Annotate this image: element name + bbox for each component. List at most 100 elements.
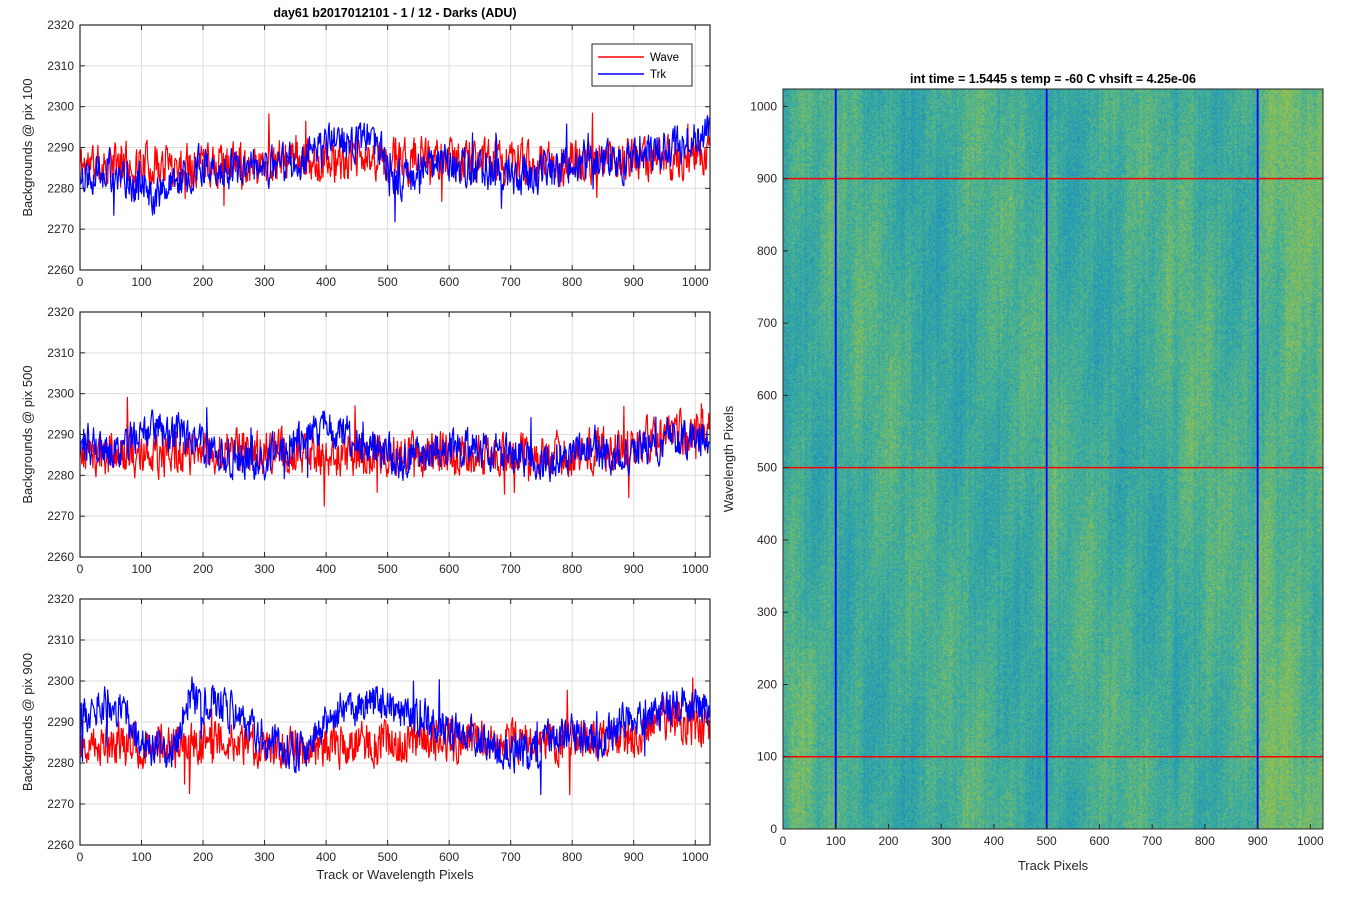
y-axis-label: Backgrounds @ pix 100 — [20, 78, 35, 216]
x-tick-label: 500 — [378, 562, 398, 576]
y-tick-label: 2280 — [47, 468, 74, 482]
x-tick-label: 600 — [439, 562, 459, 576]
y-tick-label: 1000 — [750, 99, 777, 113]
y-tick-label: 2290 — [47, 141, 74, 155]
y-tick-label: 2290 — [47, 715, 74, 729]
x-tick-label: 100 — [132, 562, 152, 576]
x-tick-label: 500 — [378, 275, 398, 289]
x-tick-label: 800 — [562, 850, 582, 864]
x-tick-label: 700 — [501, 850, 521, 864]
x-tick-label: 300 — [255, 275, 275, 289]
x-tick-label: 100 — [132, 850, 152, 864]
x-tick-label: 100 — [826, 834, 846, 848]
x-tick-label: 700 — [501, 275, 521, 289]
y-axis-label: Backgrounds @ pix 500 — [20, 365, 35, 503]
x-tick-label: 800 — [562, 562, 582, 576]
x-tick-label: 0 — [77, 562, 84, 576]
x-tick-label: 700 — [501, 562, 521, 576]
heatmap-canvas — [783, 89, 1323, 829]
y-tick-label: 500 — [757, 461, 777, 475]
x-axis-label: Track Pixels — [1018, 858, 1089, 873]
x-tick-label: 1000 — [682, 562, 709, 576]
y-tick-label: 2300 — [47, 387, 74, 401]
y-tick-label: 2260 — [47, 263, 74, 277]
x-tick-label: 100 — [132, 275, 152, 289]
y-tick-label: 2270 — [47, 222, 74, 236]
x-tick-label: 400 — [316, 850, 336, 864]
y-tick-label: 600 — [757, 388, 777, 402]
y-tick-label: 2320 — [47, 18, 74, 32]
x-tick-label: 500 — [1037, 834, 1057, 848]
subplot-p900: 0 100 200 300 400 500 600 700 800 900 1000 2260 2270… — [20, 592, 711, 882]
axes-box — [782, 88, 1324, 830]
y-tick-label: 2290 — [47, 428, 74, 442]
x-tick-label: 900 — [1248, 834, 1268, 848]
x-tick-label: 1000 — [682, 275, 709, 289]
y-axis-label: Wavelength Pixels — [721, 405, 736, 512]
x-tick-label: 300 — [931, 834, 951, 848]
x-tick-label: 300 — [255, 850, 275, 864]
x-tick-label: 400 — [316, 275, 336, 289]
y-axis-label: Backgrounds @ pix 900 — [20, 653, 35, 791]
y-tick-label: 2260 — [47, 550, 74, 564]
x-tick-label: 400 — [316, 562, 336, 576]
chart-title: int time = 1.5445 s temp = -60 C vhsift … — [910, 72, 1196, 86]
x-tick-label: 600 — [439, 275, 459, 289]
y-tick-label: 2320 — [47, 305, 74, 319]
legend: Wave Trk — [591, 43, 693, 87]
x-tick-label: 600 — [1089, 834, 1109, 848]
subplot-p100: 0 100 200 300 400 500 600 700 800 900 1000 2260 2270… — [20, 6, 711, 289]
y-tick-label: 2300 — [47, 674, 74, 688]
y-tick-label: 0 — [770, 822, 777, 836]
y-tick-label: 700 — [757, 316, 777, 330]
y-tick-label: 2320 — [47, 592, 74, 606]
x-tick-label: 900 — [624, 562, 644, 576]
x-tick-label: 700 — [1142, 834, 1162, 848]
y-tick-label: 2310 — [47, 59, 74, 73]
series-line-wave — [79, 112, 710, 206]
x-tick-label: 500 — [378, 850, 398, 864]
x-tick-label: 0 — [780, 834, 787, 848]
y-tick-label: 900 — [757, 172, 777, 186]
x-tick-label: 800 — [1195, 834, 1215, 848]
y-tick-label: 200 — [757, 677, 777, 691]
x-tick-label: 1000 — [682, 850, 709, 864]
y-tick-label: 2270 — [47, 797, 74, 811]
x-tick-label: 900 — [624, 275, 644, 289]
series-line-trk — [79, 407, 710, 483]
x-tick-label: 200 — [193, 275, 213, 289]
x-tick-label: 300 — [255, 562, 275, 576]
y-tick-label: 300 — [757, 605, 777, 619]
y-tick-label: 2270 — [47, 509, 74, 523]
legend-label-trk: Trk — [650, 69, 666, 81]
chart-title: day61 b2017012101 - 1 / 12 - Darks (ADU) — [273, 6, 516, 20]
y-tick-label: 2310 — [47, 346, 74, 360]
legend-box — [591, 43, 693, 87]
series-line-trk — [79, 676, 710, 796]
y-tick-label: 2280 — [47, 756, 74, 770]
x-tick-label: 0 — [77, 850, 84, 864]
y-tick-label: 800 — [757, 244, 777, 258]
x-tick-label: 1000 — [1297, 834, 1324, 848]
series-line-trk — [79, 115, 710, 223]
x-tick-label: 800 — [562, 275, 582, 289]
y-tick-label: 100 — [757, 750, 777, 764]
subplot-p500: 0 100 200 300 400 500 600 700 800 900 1000 2260 2270… — [20, 305, 711, 576]
x-tick-label: 600 — [439, 850, 459, 864]
y-tick-label: 2280 — [47, 181, 74, 195]
x-tick-label: 900 — [624, 850, 644, 864]
heatmap-image — [783, 89, 1323, 829]
subplot-image: 0 100 200 300 400 500 600 700 800 900 1000 0 100 200 3… — [721, 72, 1324, 873]
y-tick-label: 2260 — [47, 838, 74, 852]
x-tick-label: 400 — [984, 834, 1004, 848]
x-tick-label: 200 — [193, 850, 213, 864]
x-tick-label: 200 — [878, 834, 898, 848]
x-tick-label: 200 — [193, 562, 213, 576]
y-tick-label: 2300 — [47, 100, 74, 114]
legend-label-wave: Wave — [650, 52, 679, 64]
x-tick-label: 0 — [77, 275, 84, 289]
y-tick-label: 400 — [757, 533, 777, 547]
x-axis-label: Track or Wavelength Pixels — [316, 867, 474, 882]
y-tick-label: 2310 — [47, 633, 74, 647]
